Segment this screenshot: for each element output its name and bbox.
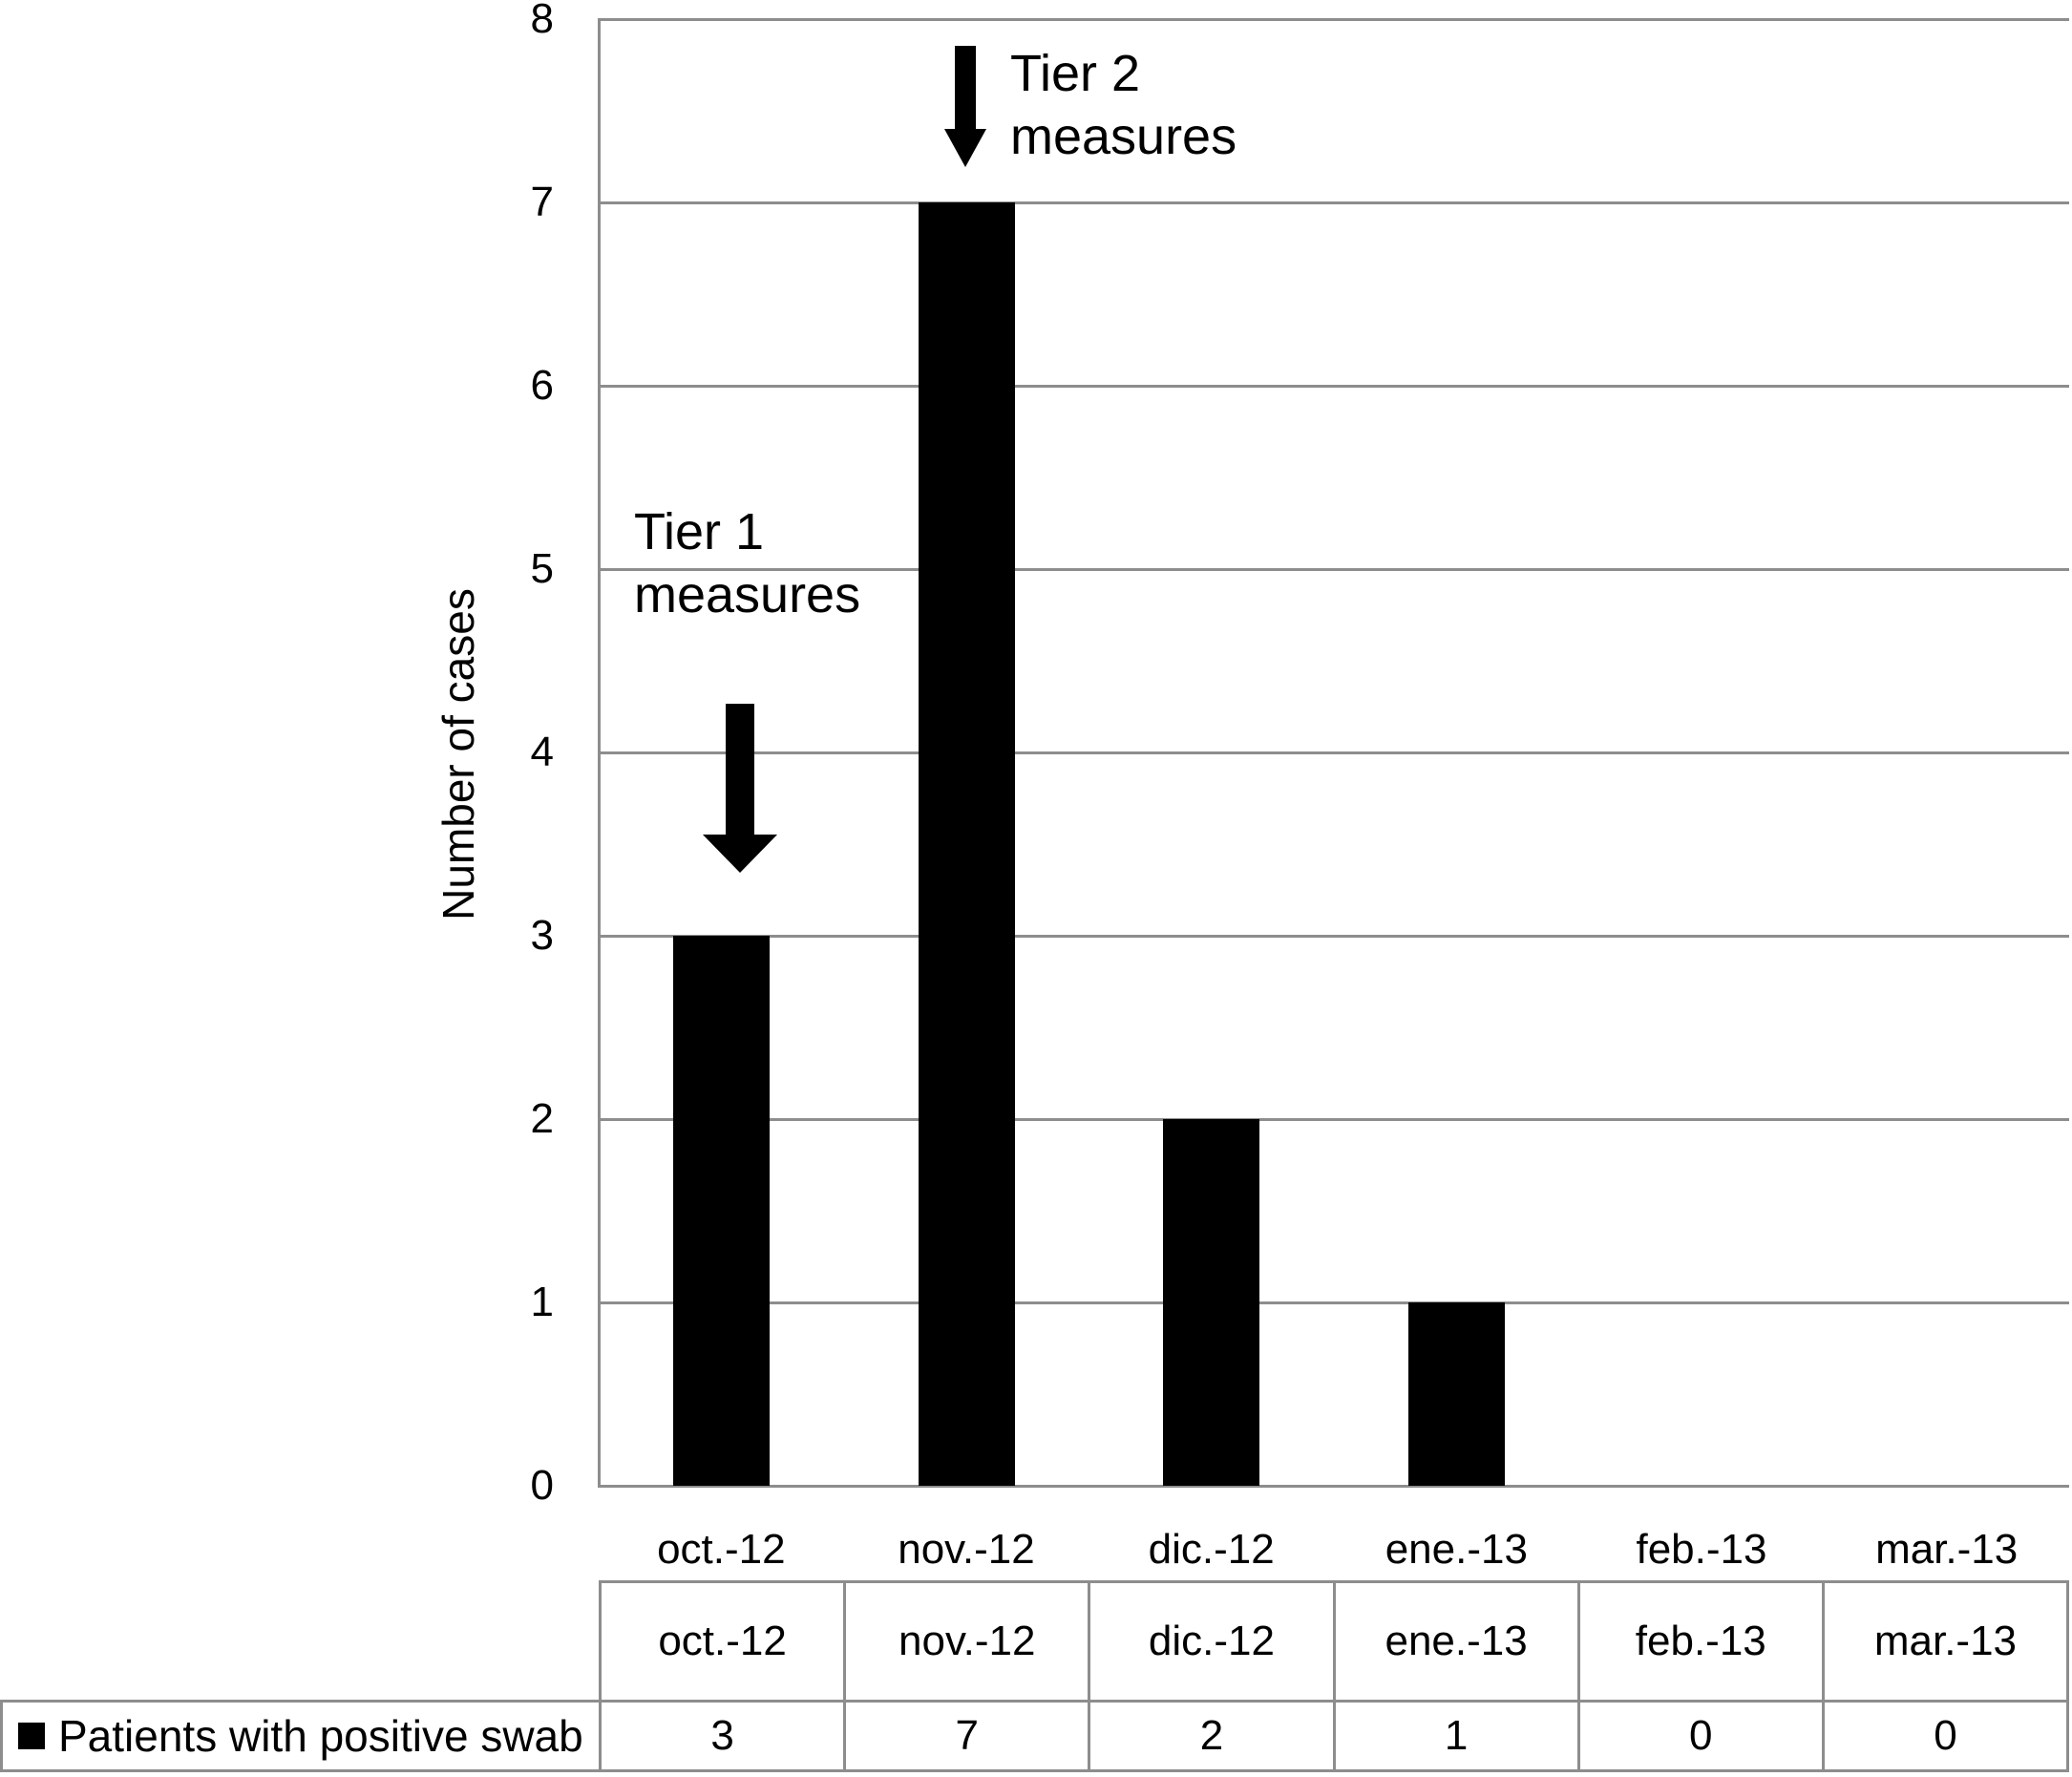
x-tick-label: oct.-12 bbox=[657, 1526, 786, 1573]
bar-ene.-13 bbox=[1407, 1302, 1505, 1486]
table-month-row: oct.-12 nov.-12 dic.-12 ene.-13 feb.-13 mar.-… bbox=[599, 1580, 2069, 1700]
bar-dic.-12 bbox=[1163, 1119, 1260, 1486]
arrow-shaft bbox=[955, 46, 976, 132]
gridline bbox=[599, 385, 2069, 388]
x-tick-label: nov.-12 bbox=[898, 1526, 1035, 1573]
y-tick-label: 5 bbox=[530, 545, 554, 592]
legend-label: Patients with positive swab bbox=[58, 1711, 583, 1761]
table-month-cell: feb.-13 bbox=[1576, 1583, 1822, 1700]
gridline bbox=[599, 751, 2069, 754]
table-value-cell: 0 bbox=[1821, 1703, 2066, 1769]
table-value-cell: 7 bbox=[843, 1703, 1088, 1769]
tier1-down-arrow-icon bbox=[703, 704, 777, 873]
y-tick-label: 1 bbox=[530, 1279, 554, 1325]
bar-oct.-12 bbox=[672, 936, 770, 1486]
table-month-cell: mar.-13 bbox=[1821, 1583, 2066, 1700]
plot-area bbox=[598, 18, 2069, 1488]
x-tick-label: ene.-13 bbox=[1385, 1526, 1528, 1573]
y-tick-label: 8 bbox=[530, 0, 554, 42]
table-month-cell: dic.-12 bbox=[1088, 1583, 1332, 1700]
table-month-cell: nov.-12 bbox=[843, 1583, 1088, 1700]
x-tick-label: dic.-12 bbox=[1148, 1526, 1275, 1573]
y-tick-label: 7 bbox=[530, 179, 554, 225]
arrow-head bbox=[703, 835, 777, 873]
gridline bbox=[599, 935, 2069, 938]
y-tick-label: 6 bbox=[530, 362, 554, 409]
legend-cell: Patients with positive swab bbox=[0, 1703, 599, 1769]
gridline bbox=[599, 18, 2069, 21]
y-axis-line bbox=[598, 18, 601, 1488]
tier2-down-arrow-icon bbox=[944, 46, 986, 167]
table-month-cell: oct.-12 bbox=[599, 1583, 843, 1700]
y-tick-label: 4 bbox=[530, 729, 554, 775]
annotation-tier2-line1: Tier 2 bbox=[1010, 45, 1141, 102]
table-value-cell: 3 bbox=[599, 1703, 843, 1769]
arrow-shaft bbox=[726, 704, 754, 837]
annotation-tier1-line2: measures bbox=[634, 566, 861, 624]
x-axis-line bbox=[599, 1485, 2069, 1488]
x-tick-label: feb.-13 bbox=[1636, 1526, 1767, 1573]
gridline bbox=[599, 201, 2069, 204]
y-tick-label: 0 bbox=[530, 1462, 554, 1509]
arrow-head bbox=[944, 129, 986, 167]
annotation-tier1-line1: Tier 1 bbox=[634, 503, 765, 561]
y-tick-label: 2 bbox=[530, 1095, 554, 1142]
gridline bbox=[599, 1301, 2069, 1304]
y-tick-label: 3 bbox=[530, 912, 554, 959]
table-value-cell: 2 bbox=[1088, 1703, 1332, 1769]
x-tick-label: mar.-13 bbox=[1875, 1526, 2019, 1573]
table-month-cell: ene.-13 bbox=[1332, 1583, 1577, 1700]
bar-nov.-12 bbox=[918, 202, 1015, 1486]
gridline bbox=[599, 568, 2069, 571]
table-value-cell: 1 bbox=[1332, 1703, 1577, 1769]
table-value-cell: 0 bbox=[1576, 1703, 1822, 1769]
annotation-tier1-text: Tier 1 measures bbox=[634, 500, 860, 626]
gridline bbox=[599, 1118, 2069, 1121]
series-marker-icon bbox=[18, 1723, 45, 1749]
annotation-tier2-line2: measures bbox=[1010, 108, 1237, 165]
annotation-tier2-text: Tier 2 measures bbox=[1010, 42, 1237, 168]
